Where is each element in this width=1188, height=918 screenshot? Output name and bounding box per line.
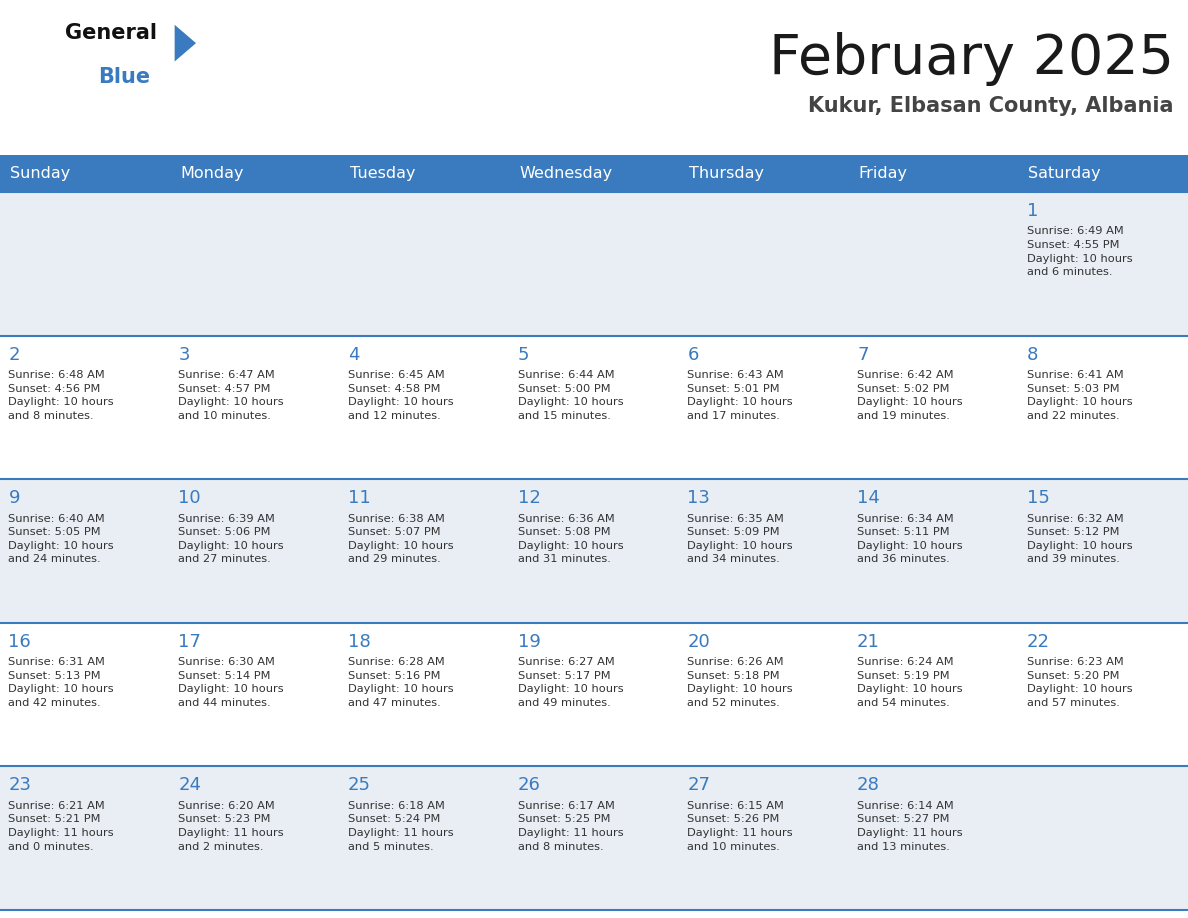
Text: Sunrise: 6:36 AM
Sunset: 5:08 PM
Daylight: 10 hours
and 31 minutes.: Sunrise: 6:36 AM Sunset: 5:08 PM Dayligh… xyxy=(518,514,624,565)
Text: General: General xyxy=(65,23,157,43)
Bar xyxy=(0,479,1188,622)
Text: Sunrise: 6:23 AM
Sunset: 5:20 PM
Daylight: 10 hours
and 57 minutes.: Sunrise: 6:23 AM Sunset: 5:20 PM Dayligh… xyxy=(1026,657,1132,708)
Text: Sunrise: 6:44 AM
Sunset: 5:00 PM
Daylight: 10 hours
and 15 minutes.: Sunrise: 6:44 AM Sunset: 5:00 PM Dayligh… xyxy=(518,370,624,420)
Text: Sunrise: 6:47 AM
Sunset: 4:57 PM
Daylight: 10 hours
and 10 minutes.: Sunrise: 6:47 AM Sunset: 4:57 PM Dayligh… xyxy=(178,370,284,420)
Bar xyxy=(0,155,170,192)
Bar xyxy=(678,155,848,192)
Text: Saturday: Saturday xyxy=(1029,166,1101,181)
Text: Sunrise: 6:45 AM
Sunset: 4:58 PM
Daylight: 10 hours
and 12 minutes.: Sunrise: 6:45 AM Sunset: 4:58 PM Dayligh… xyxy=(348,370,454,420)
Text: Thursday: Thursday xyxy=(689,166,764,181)
Text: 24: 24 xyxy=(178,777,201,794)
Text: 10: 10 xyxy=(178,489,201,508)
Text: Sunrise: 6:49 AM
Sunset: 4:55 PM
Daylight: 10 hours
and 6 minutes.: Sunrise: 6:49 AM Sunset: 4:55 PM Dayligh… xyxy=(1026,227,1132,277)
Polygon shape xyxy=(175,25,196,62)
Text: Sunrise: 6:26 AM
Sunset: 5:18 PM
Daylight: 10 hours
and 52 minutes.: Sunrise: 6:26 AM Sunset: 5:18 PM Dayligh… xyxy=(688,657,792,708)
Text: Sunrise: 6:24 AM
Sunset: 5:19 PM
Daylight: 10 hours
and 54 minutes.: Sunrise: 6:24 AM Sunset: 5:19 PM Dayligh… xyxy=(857,657,962,708)
Text: Sunrise: 6:41 AM
Sunset: 5:03 PM
Daylight: 10 hours
and 22 minutes.: Sunrise: 6:41 AM Sunset: 5:03 PM Dayligh… xyxy=(1026,370,1132,420)
Text: Sunrise: 6:38 AM
Sunset: 5:07 PM
Daylight: 10 hours
and 29 minutes.: Sunrise: 6:38 AM Sunset: 5:07 PM Dayligh… xyxy=(348,514,454,565)
Text: 25: 25 xyxy=(348,777,371,794)
Text: Kukur, Elbasan County, Albania: Kukur, Elbasan County, Albania xyxy=(808,96,1174,117)
Text: Sunrise: 6:28 AM
Sunset: 5:16 PM
Daylight: 10 hours
and 47 minutes.: Sunrise: 6:28 AM Sunset: 5:16 PM Dayligh… xyxy=(348,657,454,708)
Bar xyxy=(1018,155,1188,192)
Text: Sunrise: 6:43 AM
Sunset: 5:01 PM
Daylight: 10 hours
and 17 minutes.: Sunrise: 6:43 AM Sunset: 5:01 PM Dayligh… xyxy=(688,370,792,420)
Text: 16: 16 xyxy=(8,633,31,651)
Text: 14: 14 xyxy=(857,489,880,508)
Bar xyxy=(0,622,1188,767)
Text: Sunrise: 6:21 AM
Sunset: 5:21 PM
Daylight: 11 hours
and 0 minutes.: Sunrise: 6:21 AM Sunset: 5:21 PM Dayligh… xyxy=(8,800,114,852)
Text: 19: 19 xyxy=(518,633,541,651)
Text: Sunrise: 6:34 AM
Sunset: 5:11 PM
Daylight: 10 hours
and 36 minutes.: Sunrise: 6:34 AM Sunset: 5:11 PM Dayligh… xyxy=(857,514,962,565)
Text: Friday: Friday xyxy=(859,166,908,181)
Text: Sunrise: 6:40 AM
Sunset: 5:05 PM
Daylight: 10 hours
and 24 minutes.: Sunrise: 6:40 AM Sunset: 5:05 PM Dayligh… xyxy=(8,514,114,565)
Text: Blue: Blue xyxy=(99,67,151,87)
Text: 22: 22 xyxy=(1026,633,1050,651)
Text: 8: 8 xyxy=(1026,346,1038,364)
Text: Sunrise: 6:31 AM
Sunset: 5:13 PM
Daylight: 10 hours
and 42 minutes.: Sunrise: 6:31 AM Sunset: 5:13 PM Dayligh… xyxy=(8,657,114,708)
Text: 11: 11 xyxy=(348,489,371,508)
Text: Sunrise: 6:39 AM
Sunset: 5:06 PM
Daylight: 10 hours
and 27 minutes.: Sunrise: 6:39 AM Sunset: 5:06 PM Dayligh… xyxy=(178,514,284,565)
Text: Sunrise: 6:27 AM
Sunset: 5:17 PM
Daylight: 10 hours
and 49 minutes.: Sunrise: 6:27 AM Sunset: 5:17 PM Dayligh… xyxy=(518,657,624,708)
Text: Sunrise: 6:14 AM
Sunset: 5:27 PM
Daylight: 11 hours
and 13 minutes.: Sunrise: 6:14 AM Sunset: 5:27 PM Dayligh… xyxy=(857,800,962,852)
Text: 1: 1 xyxy=(1026,202,1038,220)
Text: Sunday: Sunday xyxy=(11,166,70,181)
Text: 4: 4 xyxy=(348,346,360,364)
Text: February 2025: February 2025 xyxy=(769,32,1174,86)
Text: Sunrise: 6:15 AM
Sunset: 5:26 PM
Daylight: 11 hours
and 10 minutes.: Sunrise: 6:15 AM Sunset: 5:26 PM Dayligh… xyxy=(688,800,792,852)
Text: Sunrise: 6:20 AM
Sunset: 5:23 PM
Daylight: 11 hours
and 2 minutes.: Sunrise: 6:20 AM Sunset: 5:23 PM Dayligh… xyxy=(178,800,284,852)
Text: Tuesday: Tuesday xyxy=(349,166,415,181)
Text: 9: 9 xyxy=(8,489,20,508)
Text: Sunrise: 6:17 AM
Sunset: 5:25 PM
Daylight: 11 hours
and 8 minutes.: Sunrise: 6:17 AM Sunset: 5:25 PM Dayligh… xyxy=(518,800,624,852)
Bar xyxy=(340,155,510,192)
Text: Sunrise: 6:42 AM
Sunset: 5:02 PM
Daylight: 10 hours
and 19 minutes.: Sunrise: 6:42 AM Sunset: 5:02 PM Dayligh… xyxy=(857,370,962,420)
Text: Wednesday: Wednesday xyxy=(519,166,613,181)
Bar xyxy=(170,155,340,192)
Text: Sunrise: 6:35 AM
Sunset: 5:09 PM
Daylight: 10 hours
and 34 minutes.: Sunrise: 6:35 AM Sunset: 5:09 PM Dayligh… xyxy=(688,514,792,565)
Text: 18: 18 xyxy=(348,633,371,651)
Text: 5: 5 xyxy=(518,346,529,364)
Text: 3: 3 xyxy=(178,346,190,364)
Text: 26: 26 xyxy=(518,777,541,794)
Text: 15: 15 xyxy=(1026,489,1050,508)
Text: 27: 27 xyxy=(688,777,710,794)
Text: 7: 7 xyxy=(857,346,868,364)
Text: 21: 21 xyxy=(857,633,880,651)
Bar xyxy=(0,192,1188,336)
Text: 28: 28 xyxy=(857,777,880,794)
Text: Sunrise: 6:30 AM
Sunset: 5:14 PM
Daylight: 10 hours
and 44 minutes.: Sunrise: 6:30 AM Sunset: 5:14 PM Dayligh… xyxy=(178,657,284,708)
Text: 2: 2 xyxy=(8,346,20,364)
Text: 13: 13 xyxy=(688,489,710,508)
Text: 20: 20 xyxy=(688,633,710,651)
Bar xyxy=(848,155,1018,192)
Bar xyxy=(0,767,1188,910)
Text: Sunrise: 6:48 AM
Sunset: 4:56 PM
Daylight: 10 hours
and 8 minutes.: Sunrise: 6:48 AM Sunset: 4:56 PM Dayligh… xyxy=(8,370,114,420)
Text: Monday: Monday xyxy=(179,166,244,181)
Text: Sunrise: 6:32 AM
Sunset: 5:12 PM
Daylight: 10 hours
and 39 minutes.: Sunrise: 6:32 AM Sunset: 5:12 PM Dayligh… xyxy=(1026,514,1132,565)
Text: 12: 12 xyxy=(518,489,541,508)
Text: 17: 17 xyxy=(178,633,201,651)
Bar xyxy=(0,336,1188,479)
Text: 6: 6 xyxy=(688,346,699,364)
Bar xyxy=(510,155,678,192)
Text: 23: 23 xyxy=(8,777,32,794)
Text: Sunrise: 6:18 AM
Sunset: 5:24 PM
Daylight: 11 hours
and 5 minutes.: Sunrise: 6:18 AM Sunset: 5:24 PM Dayligh… xyxy=(348,800,454,852)
